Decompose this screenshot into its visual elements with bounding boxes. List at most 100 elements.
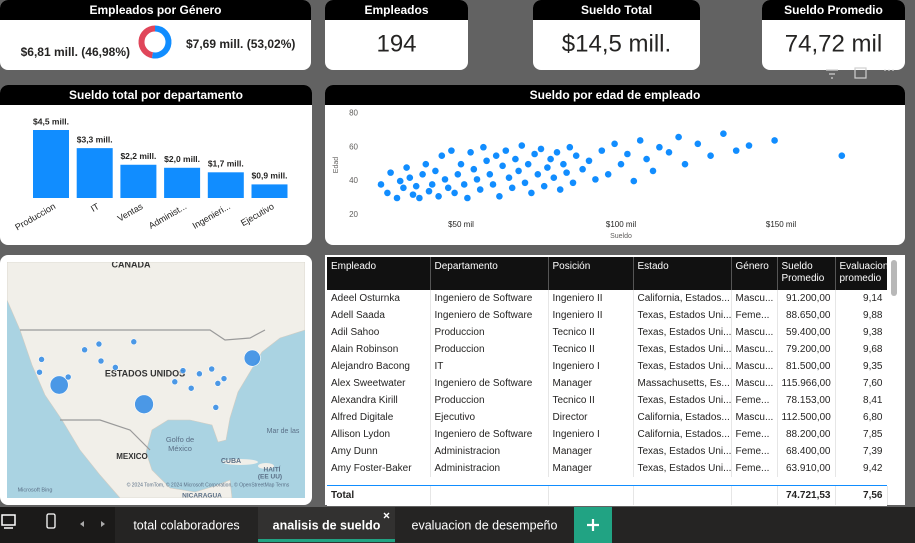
table-cell: Feme...: [731, 392, 778, 409]
bar: [76, 148, 113, 198]
scatter-point: [425, 187, 433, 195]
table-cell: Mascu...: [731, 375, 778, 392]
table-cell: California, Estados...: [633, 426, 732, 443]
tab[interactable]: analisis de sueldo: [258, 507, 395, 543]
card-header: [0, 10, 311, 20]
map-bubble: [220, 375, 228, 382]
scatter-point: [572, 152, 580, 159]
tab[interactable]: total colaboradores: [115, 507, 258, 543]
table-row: Alfred Digitale Ejecutivo Director Californ…: [327, 409, 887, 426]
scatter-point: [454, 171, 462, 178]
map: CANADA ESTADOS UNIDOS MEXICO Golfo deMéxico…: [7, 262, 305, 498]
scatter-point: [732, 147, 740, 154]
kpi-title: Sueldo Total: [581, 3, 652, 17]
table-cell: Mascu...: [731, 341, 778, 358]
donut-label: $6,81 mill. (46,98%): [21, 45, 130, 59]
table: Empleado Departamento Posición Estado Género…: [327, 257, 887, 485]
scatter-point: [406, 174, 414, 181]
scatter-point: [556, 186, 564, 193]
table-row: Amy Foster-Baker Administracion Manager Tex…: [327, 460, 887, 477]
scatter-point: [617, 160, 625, 168]
table-cell: Feme...: [731, 307, 778, 324]
table-cell: Texas, Estados Uni...: [633, 307, 732, 324]
bar: [207, 172, 244, 198]
table-cell: Alexandra Kirill: [327, 392, 431, 409]
column-header: Departamento: [430, 257, 549, 290]
scatter-point: [553, 149, 561, 156]
table-cell: Texas, Estados Uni...: [633, 392, 732, 409]
total-value: 74.721,53: [777, 486, 836, 505]
table-cell: Mascu...: [731, 324, 778, 341]
scatter-point: [544, 164, 551, 171]
scatter-point: [604, 171, 612, 178]
scatter-point: [422, 160, 430, 168]
scatter-point: [496, 193, 503, 200]
map-island: [222, 459, 258, 465]
table-cell: 78.153,00: [777, 392, 836, 409]
scatter-point: [566, 143, 574, 151]
total-empty: [548, 486, 634, 505]
column-header: Posición: [548, 257, 634, 290]
scatter-point: [499, 162, 506, 170]
card-header: [762, 10, 905, 20]
map-label: (EE UU): [258, 474, 282, 481]
scatter-point: [707, 152, 714, 159]
table-cell: Texas, Estados Uni...: [633, 324, 732, 341]
table-cell: 115.966,00: [777, 375, 836, 392]
table-cell: Ingeniero I: [548, 358, 634, 375]
y-tick-label: 80: [349, 108, 358, 117]
scatter-point: [457, 160, 465, 168]
scatter-point: [630, 177, 638, 185]
table-cell: Adeel Osturnka: [327, 290, 431, 307]
map-bubble: [134, 394, 154, 414]
add-page-icon: [587, 519, 599, 531]
table-cell: 9,42: [835, 460, 887, 477]
card-header: [325, 10, 468, 20]
add-page-button[interactable]: [574, 507, 612, 543]
table-cell: Tecnico II: [548, 324, 634, 341]
table-cell: Ejecutivo: [430, 409, 549, 426]
next-arrow: [101, 521, 105, 527]
focus-icon: [854, 67, 867, 79]
table-cell: Texas, Estados Uni...: [633, 341, 732, 358]
tab-bg: [258, 507, 395, 543]
kpi-title: Empleados: [364, 3, 428, 17]
scatter-point: [524, 160, 532, 168]
map-label: Microsoft Bing: [18, 487, 53, 493]
tab[interactable]: evaluacion de desempeño: [395, 507, 574, 543]
scatter-point: [384, 189, 391, 197]
map-label: HAITÍ: [264, 465, 281, 474]
scatter-point: [512, 155, 519, 163]
chart-title: Sueldo total por departamento: [69, 88, 243, 102]
table-row: Alexandra Kirill Produccion Tecnico II Texa…: [327, 392, 887, 409]
scatter-point: [486, 171, 494, 178]
bar: [251, 184, 288, 198]
map-bubble: [130, 338, 138, 346]
table-cell: 7,85: [835, 426, 887, 443]
table-cell: 9,88: [835, 307, 887, 324]
scatter-point: [636, 137, 644, 144]
scatter-point: [393, 194, 401, 202]
x-tick-label: $100 mil: [606, 220, 636, 229]
scatter-point: [377, 181, 385, 188]
kpi-value: 194: [376, 30, 416, 57]
more-icon: ⋯: [883, 63, 895, 77]
filter-icon: [826, 69, 838, 79]
total-empty: [430, 486, 549, 505]
y-tick-label: 20: [349, 210, 358, 219]
table-cell: Texas, Estados Uni...: [633, 443, 732, 460]
table-cell: Manager: [548, 375, 634, 392]
scatter-point: [540, 182, 548, 190]
scatter-point: [396, 177, 404, 185]
map-border: [20, 329, 266, 451]
map-bubble: [36, 368, 43, 376]
table-cell: Ingeniero de Software: [430, 307, 549, 324]
scatter-point: [419, 171, 426, 178]
scatter-point: [547, 155, 554, 163]
map-label: Mar de las: [267, 428, 300, 435]
table-cell: IT: [430, 358, 549, 375]
total-empty: [731, 486, 778, 505]
kpi-value: 74,72 mil: [785, 30, 882, 57]
scatter-point: [515, 167, 522, 175]
table-cell: Mascu...: [731, 290, 778, 307]
